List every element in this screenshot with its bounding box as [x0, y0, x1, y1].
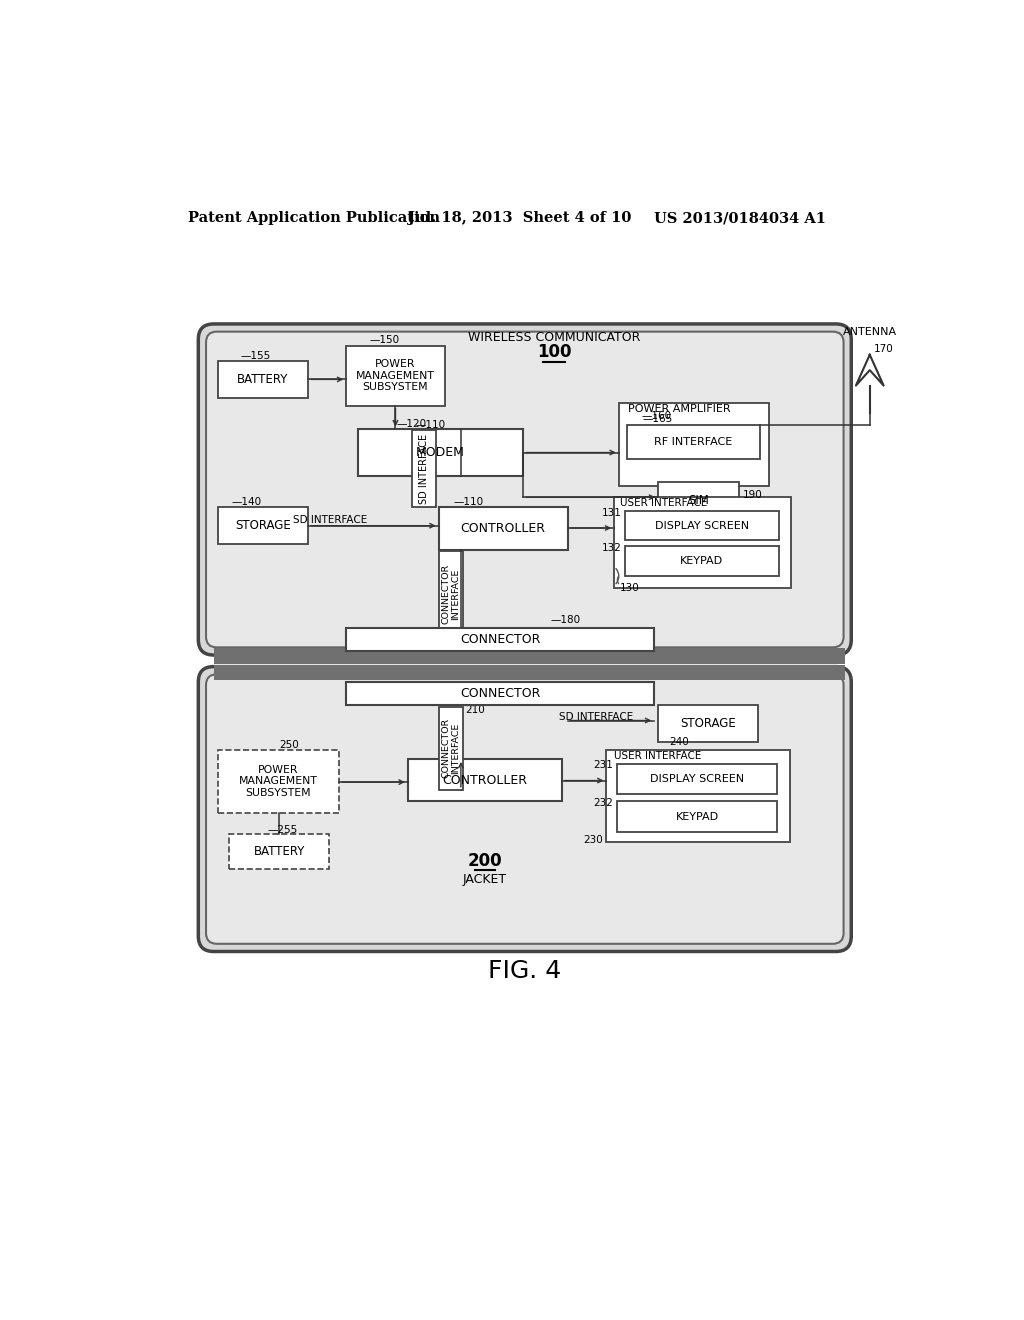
- Bar: [658, 705, 758, 742]
- Bar: [628, 425, 760, 459]
- Text: —155: —155: [241, 351, 271, 360]
- Bar: [625, 511, 779, 540]
- Text: —150: —150: [370, 335, 399, 345]
- Bar: [214, 648, 845, 664]
- Bar: [412, 430, 436, 507]
- Bar: [346, 628, 654, 651]
- Text: Jul. 18, 2013  Sheet 4 of 10: Jul. 18, 2013 Sheet 4 of 10: [408, 211, 631, 226]
- Text: POWER
MANAGEMENT
SUBSYSTEM: POWER MANAGEMENT SUBSYSTEM: [239, 764, 317, 797]
- Bar: [217, 507, 308, 544]
- Text: BATTERY: BATTERY: [238, 372, 289, 385]
- FancyBboxPatch shape: [206, 675, 844, 944]
- Bar: [346, 346, 444, 405]
- Text: SD INTERFACE: SD INTERFACE: [293, 515, 368, 525]
- Text: 210: 210: [466, 705, 485, 714]
- Text: 132: 132: [602, 543, 622, 553]
- Bar: [357, 429, 523, 475]
- Text: MODEM: MODEM: [416, 446, 465, 459]
- Text: 230: 230: [583, 834, 602, 845]
- FancyBboxPatch shape: [199, 323, 851, 655]
- Text: WIRELESS COMMUNICATOR: WIRELESS COMMUNICATOR: [468, 331, 640, 345]
- Text: 240: 240: [670, 737, 689, 747]
- Bar: [217, 750, 339, 813]
- Text: CONTROLLER: CONTROLLER: [461, 521, 546, 535]
- Bar: [625, 546, 779, 576]
- Text: STORAGE: STORAGE: [236, 519, 291, 532]
- Text: 232: 232: [594, 797, 613, 808]
- Bar: [214, 665, 845, 681]
- Text: 190: 190: [742, 490, 763, 500]
- Text: DISPLAY SCREEN: DISPLAY SCREEN: [650, 774, 744, 784]
- FancyBboxPatch shape: [206, 331, 844, 647]
- Text: STORAGE: STORAGE: [680, 717, 736, 730]
- Bar: [438, 552, 463, 638]
- Text: KEYPAD: KEYPAD: [680, 556, 724, 566]
- Text: CONNECTOR
INTERFACE: CONNECTOR INTERFACE: [441, 718, 461, 779]
- Text: DISPLAY SCREEN: DISPLAY SCREEN: [654, 520, 749, 531]
- FancyBboxPatch shape: [199, 667, 851, 952]
- Text: USER INTERFACE: USER INTERFACE: [614, 751, 701, 760]
- Text: KEYPAD: KEYPAD: [676, 812, 719, 822]
- Bar: [617, 801, 777, 832]
- Text: CONNECTOR: CONNECTOR: [460, 634, 541, 647]
- Text: RF INTERFACE: RF INTERFACE: [654, 437, 732, 446]
- Bar: [408, 759, 562, 801]
- Text: CONTROLLER: CONTROLLER: [442, 774, 527, 787]
- Bar: [617, 763, 777, 795]
- Text: CONNECTOR
INTERFACE: CONNECTOR INTERFACE: [441, 564, 461, 624]
- Text: POWER AMPLIFIER: POWER AMPLIFIER: [628, 404, 730, 414]
- Bar: [658, 482, 739, 519]
- Bar: [618, 404, 769, 487]
- Text: —180: —180: [578, 630, 607, 639]
- Text: —165: —165: [643, 414, 673, 425]
- Text: CONNECTOR: CONNECTOR: [460, 686, 541, 700]
- Text: 170: 170: [873, 345, 893, 354]
- Text: US 2013/0184034 A1: US 2013/0184034 A1: [654, 211, 826, 226]
- Text: FIG. 4: FIG. 4: [488, 958, 561, 983]
- Bar: [217, 360, 308, 397]
- Bar: [606, 750, 790, 842]
- Text: SD INTERFACE: SD INTERFACE: [419, 434, 429, 504]
- Bar: [438, 507, 568, 549]
- Text: —280: —280: [465, 696, 495, 706]
- Text: —140: —140: [231, 496, 261, 507]
- Text: 130: 130: [621, 583, 640, 593]
- Text: —160: —160: [642, 411, 672, 421]
- Text: —120: —120: [396, 418, 426, 429]
- Text: 200: 200: [467, 851, 502, 870]
- Bar: [614, 498, 792, 589]
- Text: —110: —110: [416, 420, 445, 430]
- Bar: [438, 706, 463, 789]
- Text: BATTERY: BATTERY: [254, 845, 305, 858]
- Text: —255: —255: [267, 825, 298, 834]
- Text: ANTENNA: ANTENNA: [843, 326, 897, 337]
- Bar: [346, 682, 654, 705]
- Text: SD INTERFACE: SD INTERFACE: [559, 711, 634, 722]
- Text: 250: 250: [280, 741, 299, 750]
- Text: 231: 231: [594, 760, 613, 770]
- Text: 131: 131: [602, 508, 622, 517]
- Text: 100: 100: [537, 343, 571, 362]
- Text: Patent Application Publication: Patent Application Publication: [188, 211, 440, 226]
- Text: POWER
MANAGEMENT
SUBSYSTEM: POWER MANAGEMENT SUBSYSTEM: [356, 359, 435, 392]
- Text: USER INTERFACE: USER INTERFACE: [621, 499, 708, 508]
- Bar: [229, 834, 330, 869]
- Text: —180: —180: [550, 615, 581, 626]
- Text: JACKET: JACKET: [463, 874, 507, 887]
- Text: SIM: SIM: [688, 494, 709, 507]
- Text: —110: —110: [454, 496, 484, 507]
